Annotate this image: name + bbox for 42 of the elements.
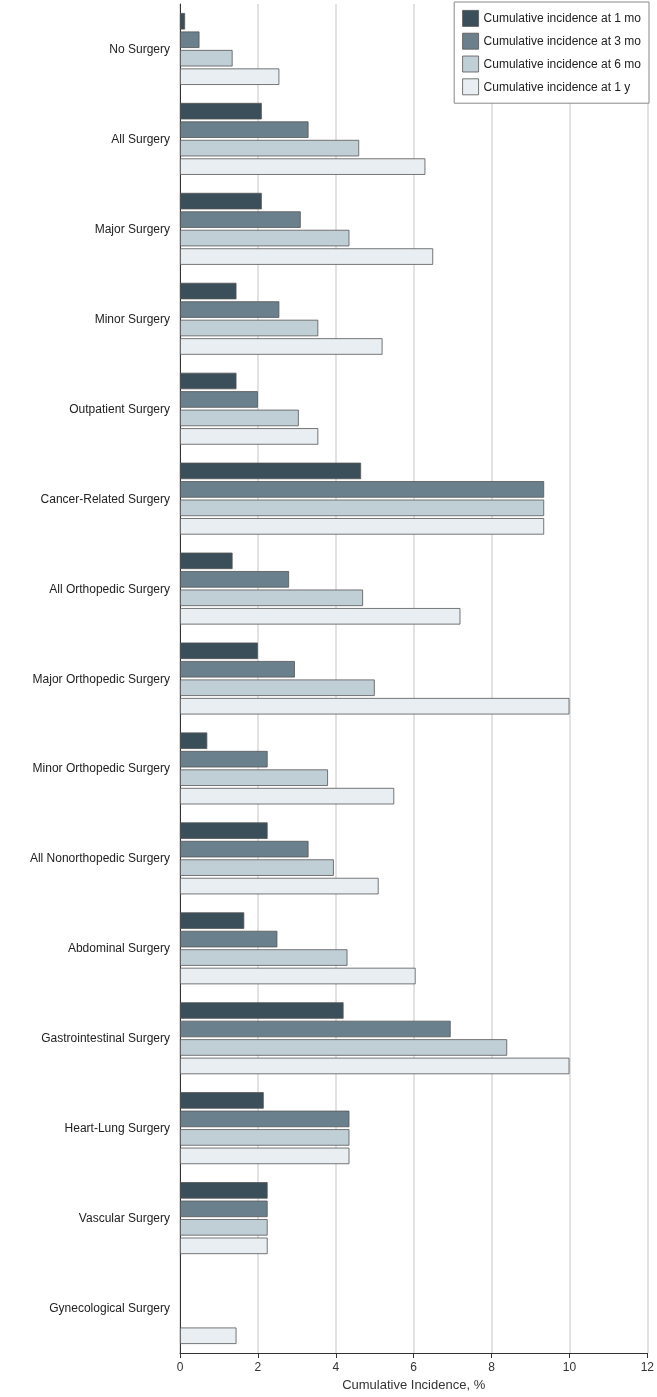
bar: [180, 912, 245, 929]
bar: [180, 552, 233, 570]
y-tick-label: Cancer-Related Surgery: [40, 491, 170, 506]
bar: [180, 518, 545, 535]
x-tick-label: 6: [410, 1360, 418, 1374]
legend-label: Cumulative incidence at 1 mo: [483, 11, 642, 26]
bar: [180, 642, 258, 660]
bar: [180, 732, 208, 749]
legend-label: Cumulative incidence at 6 mo: [483, 57, 642, 71]
bar: [180, 787, 395, 805]
y-tick-label: All Surgery: [111, 131, 170, 146]
y-tick-label: Gynecological Surgery: [49, 1301, 170, 1316]
x-tick-label: 8: [488, 1360, 496, 1374]
y-tick-label: No Surgery: [109, 41, 170, 56]
bar: [180, 877, 379, 895]
x-tick-label: 4: [332, 1360, 340, 1374]
y-tick-label: Outpatient Surgery: [69, 401, 170, 416]
y-tick-label: Vascular Surgery: [78, 1211, 170, 1226]
x-tick-label: 10: [562, 1360, 577, 1374]
y-tick-label: Abdominal Surgery: [67, 941, 170, 956]
bar: [180, 1327, 237, 1345]
bar: [180, 608, 461, 625]
bar: [180, 697, 570, 715]
y-tick-label: Gastrointestinal Surgery: [41, 1031, 170, 1046]
x-tick-label: 12: [640, 1360, 655, 1374]
y-tick-label: Minor Orthopedic Surgery: [32, 761, 170, 776]
bar: [180, 372, 237, 390]
y-tick-label: Minor Surgery: [94, 311, 170, 326]
y-tick-label: All Nonorthopedic Surgery: [29, 851, 170, 866]
y-tick-label: Major Orthopedic Surgery: [32, 671, 170, 686]
x-axis-title: Cumulative Incidence, %: [342, 1376, 486, 1392]
bar: [180, 967, 416, 985]
x-tick-label: 0: [176, 1360, 184, 1374]
y-tick-label: Heart-Lung Surgery: [64, 1121, 170, 1136]
x-tick-label: 2: [254, 1360, 262, 1374]
bar: [180, 462, 362, 480]
legend-label: Cumulative incidence at 3 mo: [483, 34, 642, 49]
bar: [180, 822, 268, 839]
bar: [180, 428, 319, 445]
y-tick-label: Major Surgery: [94, 221, 170, 236]
y-tick-label: All Orthopedic Surgery: [49, 581, 170, 596]
legend-label: Cumulative incidence at 1 y: [483, 79, 631, 94]
